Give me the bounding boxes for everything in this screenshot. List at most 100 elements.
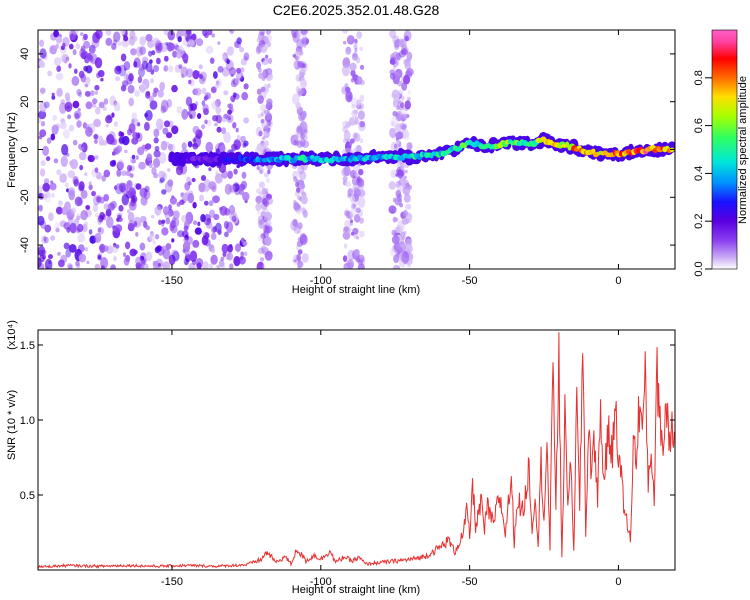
noise-blob — [214, 173, 223, 184]
noise-blob — [156, 57, 161, 65]
noise-blob — [115, 244, 120, 249]
noise-blob — [105, 30, 112, 36]
noise-blob — [204, 92, 211, 100]
noise-blob — [407, 264, 411, 268]
noise-blob — [133, 250, 138, 255]
noise-blob — [38, 59, 45, 68]
noise-blob — [398, 241, 406, 253]
noise-blob — [45, 266, 50, 269]
noise-blob — [267, 251, 273, 257]
noise-blob — [203, 184, 210, 193]
noise-blob — [105, 208, 112, 217]
noise-blob — [153, 128, 160, 138]
noise-blob — [96, 72, 101, 79]
noise-blob — [94, 263, 100, 269]
noise-blob — [38, 215, 45, 226]
noise-blob — [169, 222, 175, 232]
noise-blob — [39, 39, 45, 47]
noise-blob — [105, 216, 114, 229]
noise-blob — [257, 264, 262, 269]
noise-blob — [73, 178, 79, 187]
noise-blob — [350, 138, 355, 144]
spectrogram-panel: -150 -100 -50 0 -40 -20 0 20 40 Height of strai… — [6, 29, 676, 296]
noise-blob — [240, 237, 245, 243]
noise-blob — [219, 144, 226, 154]
noise-blob — [354, 38, 358, 44]
noise-blob — [205, 141, 214, 153]
noise-blob — [113, 101, 121, 112]
noise-blob — [41, 235, 47, 244]
noise-blob — [398, 38, 405, 48]
noise-blob — [187, 193, 195, 204]
noise-blob — [356, 176, 363, 186]
noise-blob — [192, 70, 200, 80]
noise-blob — [152, 240, 156, 245]
noise-blob — [296, 31, 302, 39]
noise-blob — [53, 30, 59, 38]
noise-blob — [48, 260, 52, 265]
x-tick-label: 0 — [615, 275, 621, 287]
noise-blob — [85, 205, 91, 210]
noise-blob — [78, 253, 87, 263]
noise-blob — [137, 122, 141, 127]
noise-blob — [165, 243, 172, 250]
noise-blob — [93, 118, 101, 128]
noise-blob — [145, 34, 153, 42]
y-tick-label: -40 — [19, 237, 31, 253]
noise-blob — [161, 189, 167, 195]
noise-blob — [175, 165, 184, 176]
noise-blob — [152, 65, 160, 73]
noise-blob — [168, 143, 173, 151]
noise-blob — [97, 227, 105, 235]
noise-blob — [167, 168, 171, 172]
noise-blob — [211, 185, 217, 193]
noise-blob — [292, 60, 298, 68]
noise-blob — [172, 50, 178, 58]
noise-blob — [51, 95, 56, 100]
noise-blob — [229, 210, 237, 222]
noise-blob — [404, 35, 410, 42]
noise-blob — [75, 43, 81, 50]
noise-blob — [95, 213, 99, 218]
noise-blob — [188, 103, 194, 112]
noise-blob — [350, 69, 356, 77]
noise-blob — [213, 213, 220, 221]
noise-blob — [257, 247, 265, 255]
noise-blob — [403, 74, 411, 85]
noise-blob — [210, 86, 217, 93]
noise-blob — [158, 170, 166, 179]
noise-blob — [94, 155, 99, 160]
noise-blob — [82, 50, 89, 57]
snr-frame — [37, 329, 676, 571]
noise-blob — [263, 130, 268, 136]
noise-blob — [229, 30, 235, 35]
noise-blob — [123, 73, 129, 81]
noise-blob — [265, 30, 272, 35]
noise-blob — [394, 217, 399, 222]
noise-blob — [166, 41, 174, 52]
noise-blob — [133, 35, 138, 42]
noise-blob — [210, 232, 217, 240]
noise-blob — [94, 233, 102, 243]
noise-blob — [67, 170, 76, 179]
noise-blob — [260, 86, 266, 93]
noise-blob — [92, 32, 100, 44]
noise-blob — [221, 127, 227, 135]
noise-blob — [403, 175, 407, 180]
noise-blob — [260, 104, 267, 112]
noise-blob — [243, 83, 249, 90]
noise-blob — [259, 191, 264, 197]
noise-blob — [161, 245, 167, 253]
noise-blob — [60, 121, 67, 130]
noise-blob — [351, 52, 358, 61]
snr-series-line — [38, 332, 675, 569]
noise-blob — [66, 97, 71, 103]
noise-blob — [405, 243, 410, 250]
noise-blob — [84, 172, 88, 177]
noise-blob — [182, 192, 189, 202]
noise-blob — [388, 181, 396, 190]
noise-blob — [151, 214, 155, 219]
noise-blob — [73, 110, 82, 119]
noise-blob — [179, 199, 185, 205]
noise-blob — [299, 138, 306, 148]
